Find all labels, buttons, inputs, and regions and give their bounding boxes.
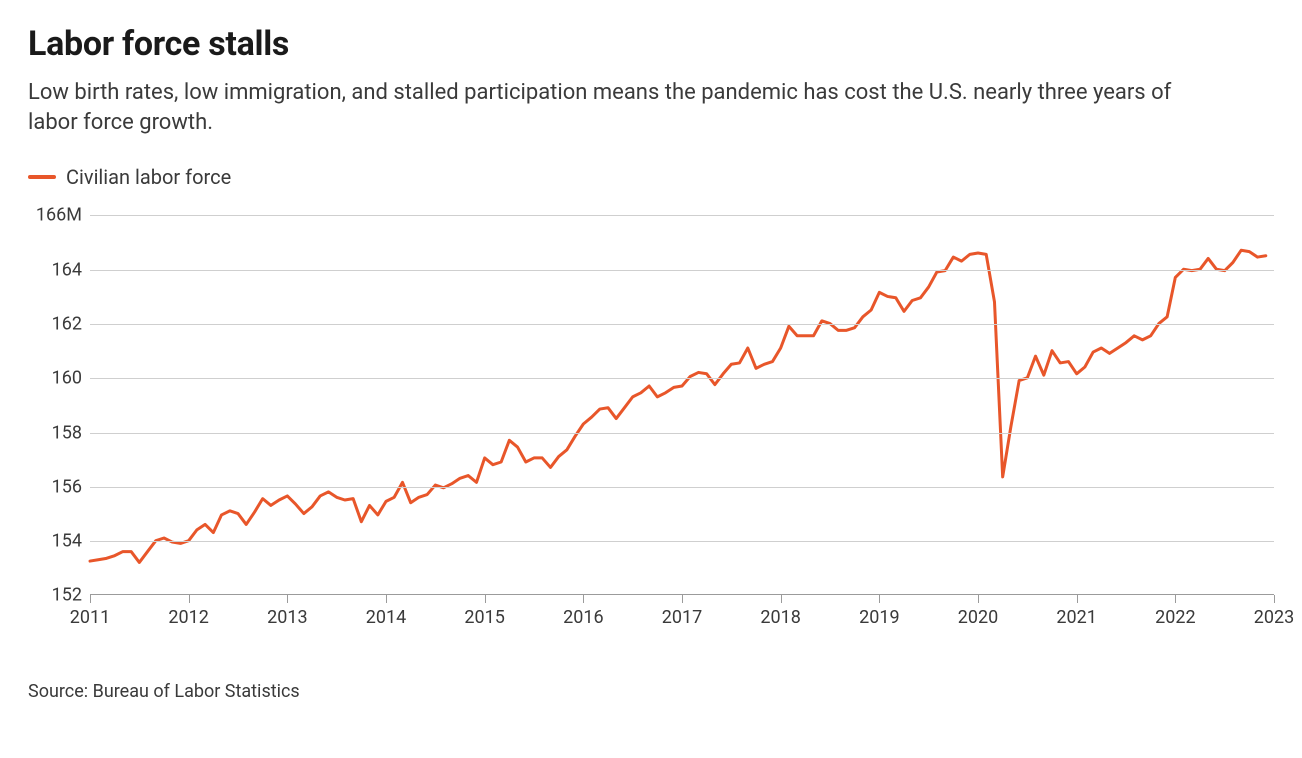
series-line xyxy=(90,251,1266,563)
y-tick-label: 154 xyxy=(52,531,82,552)
y-axis: 152154156158160162164166M xyxy=(28,215,90,595)
x-tick xyxy=(583,595,584,603)
legend: Civilian labor force xyxy=(28,165,1274,189)
y-gridline xyxy=(90,324,1274,325)
y-tick-label: 162 xyxy=(52,313,82,334)
x-tick xyxy=(781,595,782,603)
x-tick xyxy=(90,595,91,603)
y-tick-label: 166M xyxy=(36,205,82,226)
x-tick xyxy=(189,595,190,603)
x-tick-label: 2012 xyxy=(168,607,208,628)
legend-swatch xyxy=(28,175,56,179)
x-tick-label: 2018 xyxy=(760,607,800,628)
x-tick xyxy=(485,595,486,603)
source-text: Source: Bureau of Labor Statistics xyxy=(28,681,1274,702)
x-tick-label: 2011 xyxy=(70,607,110,628)
y-tick-label: 160 xyxy=(52,368,82,389)
x-tick-label: 2022 xyxy=(1155,607,1195,628)
legend-label: Civilian labor force xyxy=(66,165,231,189)
x-tick-label: 2021 xyxy=(1056,607,1096,628)
x-tick xyxy=(978,595,979,603)
chart-title: Labor force stalls xyxy=(28,24,1274,64)
y-tick-label: 156 xyxy=(52,476,82,497)
y-gridline xyxy=(90,541,1274,542)
y-tick-label: 152 xyxy=(52,585,82,606)
line-series-svg xyxy=(90,215,1274,595)
x-tick-label: 2017 xyxy=(662,607,702,628)
x-tick-label: 2023 xyxy=(1254,607,1294,628)
y-gridline xyxy=(90,378,1274,379)
y-tick-label: 164 xyxy=(52,259,82,280)
x-tick-label: 2019 xyxy=(859,607,899,628)
x-tick-label: 2014 xyxy=(366,607,406,628)
x-tick xyxy=(287,595,288,603)
chart-plot-area: 152154156158160162164166M 20112012201320… xyxy=(28,215,1274,655)
x-tick-label: 2016 xyxy=(563,607,603,628)
chart-subtitle: Low birth rates, low immigration, and st… xyxy=(28,78,1208,137)
x-tick xyxy=(386,595,387,603)
y-gridline xyxy=(90,270,1274,271)
x-tick xyxy=(879,595,880,603)
x-tick xyxy=(1175,595,1176,603)
y-tick-label: 158 xyxy=(52,422,82,443)
x-tick xyxy=(1077,595,1078,603)
x-tick xyxy=(1274,595,1275,603)
x-tick-label: 2013 xyxy=(267,607,307,628)
plot xyxy=(90,215,1274,595)
y-gridline xyxy=(90,433,1274,434)
x-tick xyxy=(682,595,683,603)
y-gridline xyxy=(90,487,1274,488)
y-gridline xyxy=(90,215,1274,216)
x-tick-label: 2015 xyxy=(464,607,504,628)
chart-container: Labor force stalls Low birth rates, low … xyxy=(0,0,1302,722)
x-tick-label: 2020 xyxy=(958,607,998,628)
